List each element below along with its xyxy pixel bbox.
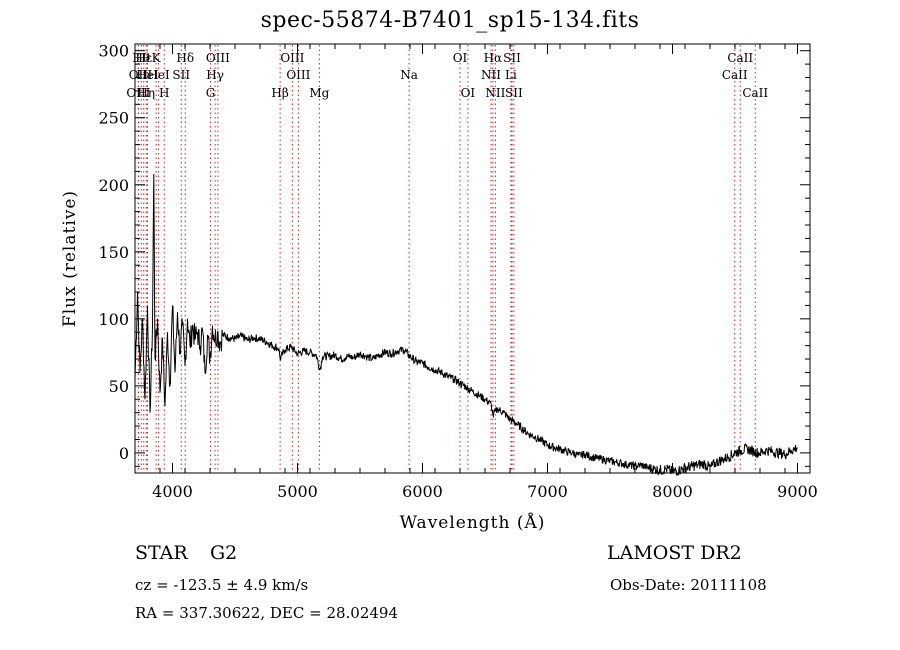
x-tick-label: 9000	[777, 482, 818, 501]
marker-label-13: OIII	[206, 51, 230, 65]
marker-label-23: NII	[485, 86, 505, 100]
marker-label-20: OI	[461, 86, 476, 100]
x-axis-label: Wavelength (Å)	[400, 512, 546, 533]
x-tick-label: 7000	[527, 482, 568, 501]
spectrum-line	[134, 173, 798, 477]
y-tick-label: 150	[98, 243, 129, 262]
plot-frame	[134, 43, 811, 474]
marker-label-29: CaII	[742, 86, 768, 100]
marker-label-25: SII	[503, 51, 521, 65]
marker-label-9: SII	[172, 68, 190, 82]
marker-label-17: Mg	[309, 86, 329, 100]
x-tick-label: 6000	[402, 482, 443, 501]
x-tick-label: 8000	[652, 482, 693, 501]
marker-label-3: Hε	[135, 51, 152, 65]
marker-label-7: HeI	[147, 68, 170, 82]
y-tick-label: 200	[98, 176, 129, 195]
marker-label-5: Hη	[137, 86, 155, 100]
marker-labels: HθOIIOIIIHεHeIHηKHeIHSIIHδHγGOIIIHβOIIIO…	[126, 51, 768, 100]
marker-label-27: CaII	[722, 68, 748, 82]
marker-label-10: Hδ	[176, 51, 194, 65]
chart-title: spec-55874-B7401_sp15-134.fits	[260, 8, 640, 33]
y-axis-label: Flux (relative)	[60, 190, 80, 327]
marker-label-15: OIII	[280, 51, 304, 65]
marker-label-28: CaII	[727, 51, 753, 65]
coordinates: RA = 337.30622, DEC = 28.02494	[135, 604, 399, 622]
marker-label-14: Hβ	[271, 86, 288, 100]
survey-name: LAMOST DR2	[607, 542, 742, 564]
line-markers	[137, 45, 756, 472]
y-tick-label: 0	[119, 444, 129, 463]
marker-label-24: Li	[505, 68, 517, 82]
marker-label-21: NII	[481, 68, 501, 82]
marker-label-6: K	[152, 51, 162, 65]
marker-label-22: Hα	[484, 51, 503, 65]
x-tick-label: 5000	[277, 482, 318, 501]
marker-label-19: OI	[453, 51, 468, 65]
marker-label-11: Hγ	[206, 68, 224, 82]
marker-label-8: H	[159, 86, 169, 100]
axis-ticks: 4000 5000 6000 7000 8000 9000 0 50 100 150 200 250 3…	[98, 42, 817, 501]
marker-label-26: SII	[505, 86, 523, 100]
marker-label-12: G	[206, 86, 216, 100]
redshift-text: cz = -123.5 ± 4.9 km/s	[135, 576, 309, 594]
y-tick-label: 100	[98, 310, 129, 329]
subclass: G2	[210, 542, 238, 564]
marker-label-0: Hθ	[132, 51, 150, 65]
marker-label-2: OIII	[126, 86, 150, 100]
marker-label-1: OII	[129, 68, 149, 82]
y-tick-label: 250	[98, 109, 129, 128]
y-tick-label: 300	[98, 42, 129, 61]
y-tick-label: 50	[109, 377, 129, 396]
object-class: STAR	[135, 542, 188, 564]
x-tick-label: 4000	[152, 482, 193, 501]
marker-label-16: OIII	[286, 68, 310, 82]
marker-label-18: Na	[400, 68, 418, 82]
obs-date: Obs-Date: 20111108	[610, 576, 767, 594]
marker-label-4: HeI	[136, 68, 159, 82]
